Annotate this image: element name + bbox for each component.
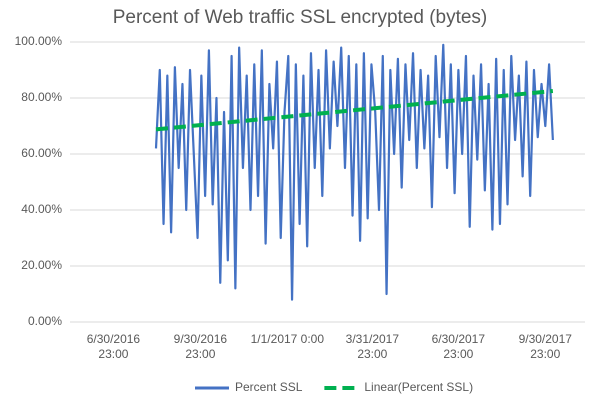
data-line xyxy=(154,43,554,301)
chart-title: Percent of Web traffic SSL encrypted (by… xyxy=(113,7,488,28)
x-tick-label: 6/30/2016 23:00 xyxy=(86,332,141,361)
x-tick-label: 6/30/2017 23:00 xyxy=(431,332,486,361)
legend-label: Percent SSL xyxy=(235,380,303,394)
trend-line xyxy=(155,89,554,132)
x-tick-label: 3/31/2017 23:00 xyxy=(345,332,400,361)
x-tick-label: 9/30/2017 23:00 xyxy=(518,332,572,361)
legend-label: Linear(Percent SSL) xyxy=(364,380,473,394)
y-tick-label: 60.00% xyxy=(21,146,62,160)
x-tick-label: 1/1/2017 0:00 xyxy=(250,332,325,346)
y-tick-label: 80.00% xyxy=(21,90,62,104)
y-tick-label: 40.00% xyxy=(21,202,62,216)
x-tick-label: 9/30/2016 23:00 xyxy=(173,332,228,361)
y-tick-label: 20.00% xyxy=(21,258,62,272)
y-tick-label: 100.00% xyxy=(15,34,63,48)
y-tick-label: 0.00% xyxy=(28,314,62,328)
